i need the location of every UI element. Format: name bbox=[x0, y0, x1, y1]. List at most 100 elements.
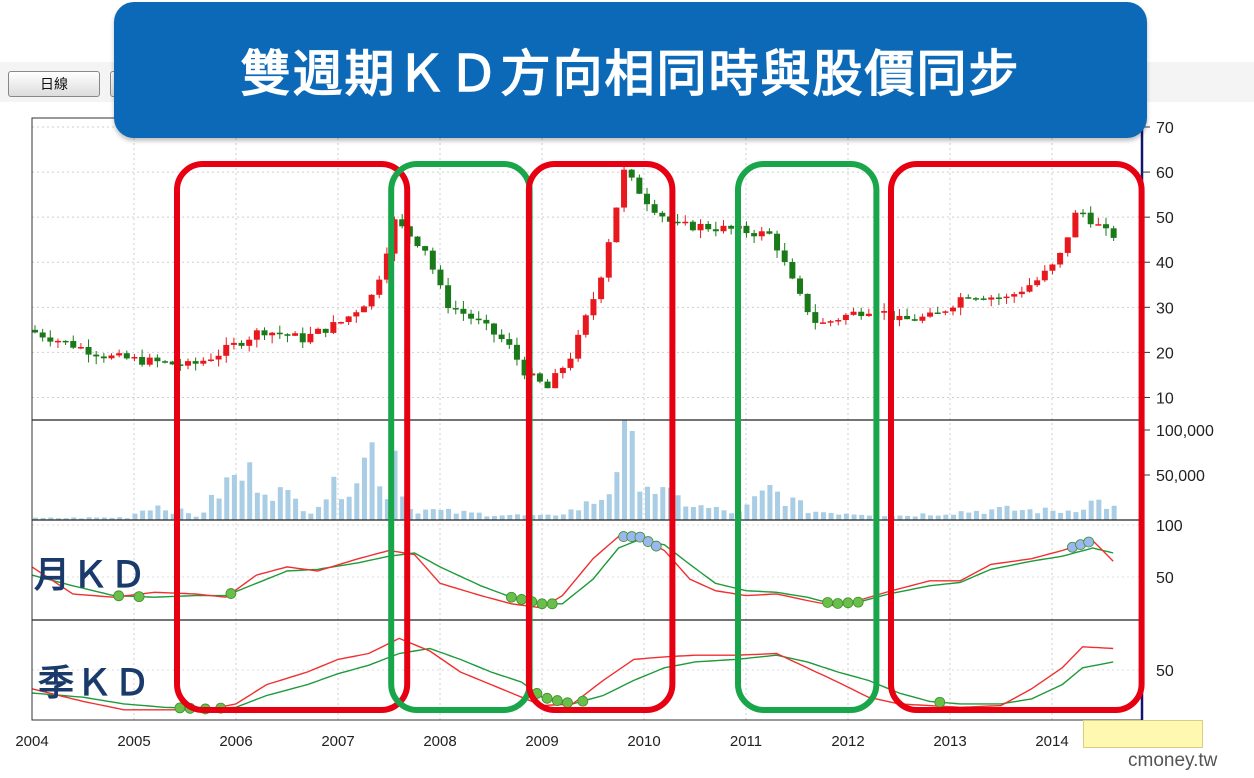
candle-body bbox=[613, 207, 620, 243]
volume-bar bbox=[178, 508, 184, 520]
volume-bar bbox=[805, 513, 811, 520]
candle-body bbox=[965, 297, 972, 299]
volume-bar bbox=[928, 515, 934, 520]
candle-body bbox=[116, 353, 123, 356]
volume-bar bbox=[828, 512, 834, 520]
monthly-low-marker bbox=[133, 591, 145, 603]
price-tick-label: 20 bbox=[1156, 345, 1174, 362]
volume-bar bbox=[599, 499, 605, 520]
candle-body bbox=[781, 250, 788, 262]
candle-body bbox=[598, 277, 605, 300]
volume-bar bbox=[461, 510, 467, 520]
candle-body bbox=[169, 361, 176, 365]
volume-bar bbox=[55, 518, 61, 520]
monthly-low-marker bbox=[842, 597, 854, 609]
volume-bar bbox=[407, 508, 413, 520]
candle-body bbox=[559, 367, 566, 374]
volume-bar bbox=[492, 516, 497, 520]
volume-bar bbox=[683, 506, 689, 520]
volume-bar bbox=[645, 486, 650, 520]
volume-bar bbox=[759, 490, 765, 520]
volume-bar bbox=[744, 504, 750, 520]
volume-bar bbox=[943, 514, 949, 520]
volume-bar bbox=[843, 513, 849, 520]
candle-body bbox=[47, 337, 54, 342]
volume-bar bbox=[308, 513, 314, 520]
candle-body bbox=[582, 315, 589, 335]
date-readout-box bbox=[1083, 720, 1203, 748]
candle-body bbox=[498, 334, 505, 340]
candle-body bbox=[146, 357, 153, 365]
volume-bar bbox=[912, 516, 918, 520]
volume-bar bbox=[453, 513, 459, 520]
red-highlight-box bbox=[174, 161, 411, 713]
candle-body bbox=[460, 308, 467, 314]
volume-bar bbox=[583, 501, 589, 520]
volume-bar bbox=[973, 510, 979, 520]
price-tick-label: 70 bbox=[1156, 120, 1174, 137]
candle-body bbox=[697, 223, 704, 231]
daily-chart-button[interactable]: 日線 bbox=[8, 71, 100, 97]
volume-bar bbox=[40, 517, 46, 520]
candle-body bbox=[192, 361, 199, 364]
volume-bar bbox=[163, 510, 169, 520]
candle-body bbox=[988, 297, 995, 300]
quarterly-low-marker bbox=[562, 697, 573, 709]
candle-body bbox=[751, 233, 758, 237]
monthly-low-marker bbox=[546, 598, 558, 610]
volume-bar bbox=[124, 518, 130, 520]
candle-body bbox=[475, 318, 482, 321]
candle-body bbox=[712, 229, 719, 232]
candle-body bbox=[674, 221, 681, 224]
candle-body bbox=[483, 319, 490, 324]
candle-body bbox=[269, 332, 276, 336]
quarterly-kd-tick-label: 50 bbox=[1156, 663, 1174, 680]
candle-body bbox=[139, 357, 146, 365]
monthly-kd-label: 月ＫＤ bbox=[34, 555, 149, 596]
volume-bar bbox=[132, 513, 138, 520]
candle-body bbox=[353, 312, 360, 317]
candle-body bbox=[1041, 270, 1048, 281]
volume-bar bbox=[859, 514, 865, 520]
volume-bar bbox=[430, 509, 436, 520]
volume-bar bbox=[346, 496, 352, 520]
volume-bar bbox=[499, 515, 505, 520]
volume-bar bbox=[514, 514, 520, 520]
volume-bar bbox=[1035, 513, 1041, 520]
candle-body bbox=[62, 340, 69, 343]
volume-bar bbox=[1065, 510, 1071, 520]
volume-bar bbox=[622, 420, 628, 520]
volume-bar bbox=[231, 474, 237, 520]
volume-bar bbox=[782, 505, 788, 520]
volume-bar bbox=[981, 513, 987, 520]
volume-bar bbox=[1073, 512, 1079, 520]
volume-bar bbox=[270, 500, 276, 520]
volume-bar bbox=[798, 500, 803, 520]
candle-body bbox=[927, 312, 934, 317]
volume-bar bbox=[706, 507, 712, 520]
candle-body bbox=[445, 285, 452, 309]
volume-bar bbox=[384, 499, 390, 520]
candle-body bbox=[491, 323, 497, 335]
candle-body bbox=[659, 212, 666, 217]
candle-body bbox=[437, 269, 444, 286]
volume-tick-label: 100,000 bbox=[1156, 423, 1214, 440]
volume-bar bbox=[576, 510, 582, 520]
candle-body bbox=[32, 329, 38, 333]
x-tick-label: 2014 bbox=[1035, 733, 1068, 750]
volume-bar bbox=[698, 505, 704, 520]
candle-body bbox=[131, 357, 138, 359]
volume-bar bbox=[239, 480, 245, 520]
candle-body bbox=[513, 344, 520, 360]
candle-body bbox=[330, 322, 337, 333]
candle-body bbox=[54, 340, 61, 343]
x-tick-label: 2012 bbox=[831, 733, 864, 750]
candle-body bbox=[177, 364, 184, 366]
candle-body bbox=[238, 342, 245, 346]
candle-body bbox=[1103, 224, 1109, 229]
x-tick-label: 2013 bbox=[933, 733, 966, 750]
candle-body bbox=[123, 353, 130, 359]
candle-body bbox=[345, 316, 352, 323]
price-tick-label: 10 bbox=[1156, 390, 1174, 407]
